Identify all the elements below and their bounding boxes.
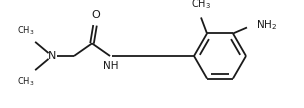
Text: CH$_3$: CH$_3$	[17, 24, 34, 37]
Text: NH: NH	[103, 61, 119, 71]
Text: O: O	[92, 10, 100, 20]
Text: NH$_2$: NH$_2$	[256, 19, 277, 32]
Text: CH$_3$: CH$_3$	[17, 75, 34, 88]
Text: CH$_3$: CH$_3$	[191, 0, 211, 11]
Text: N: N	[48, 51, 56, 61]
